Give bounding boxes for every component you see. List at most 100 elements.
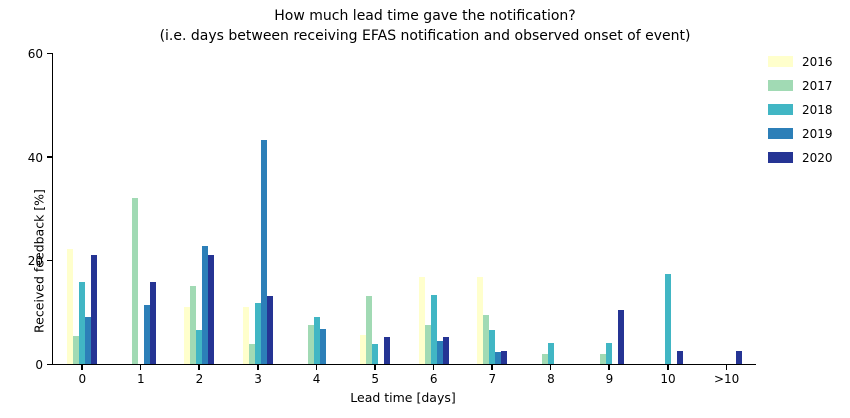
bar-2020-day-1 bbox=[149, 282, 156, 364]
bar-2018-day-3 bbox=[255, 302, 262, 364]
bar-group-4: 4 bbox=[287, 53, 346, 386]
bar-2017-day-1 bbox=[131, 197, 138, 364]
bar-group-2: 2 bbox=[170, 53, 229, 386]
legend-label-2016: 2016 bbox=[802, 54, 833, 69]
bar-2017-day-3 bbox=[249, 344, 256, 364]
x-tick-5 bbox=[374, 365, 376, 370]
bar-groups: 0 1 2 3 4 5 6 7 8 9 10 >10 bbox=[53, 53, 756, 386]
bar-2019-day-2 bbox=[202, 246, 209, 364]
y-tick-0 bbox=[47, 363, 52, 365]
x-tick-label->10: >10 bbox=[713, 372, 740, 386]
legend-label-2020: 2020 bbox=[802, 150, 833, 165]
legend-item-2020: 2020 bbox=[768, 150, 833, 165]
bar-2020-day-10 bbox=[677, 350, 684, 364]
bar-2020-day-3 bbox=[267, 295, 274, 364]
bar-group-8: 8 bbox=[522, 53, 581, 386]
bar-2019-day-6 bbox=[436, 340, 443, 364]
bar-2017-day-8 bbox=[541, 353, 548, 364]
bar-group-9: 9 bbox=[580, 53, 639, 386]
x-tick-2 bbox=[198, 365, 200, 370]
bar-2018-day-10 bbox=[665, 273, 672, 364]
bar-2016-day-6 bbox=[418, 277, 425, 364]
y-tick-label-60: 60 bbox=[27, 47, 43, 61]
bar-2019-day-3 bbox=[261, 140, 268, 364]
x-tick-8 bbox=[549, 365, 552, 370]
x-tick-label-9: 9 bbox=[605, 372, 614, 386]
x-tick-label-3: 3 bbox=[254, 372, 262, 386]
bar-2016-day-2 bbox=[184, 306, 191, 364]
bar-2018-day-8 bbox=[547, 343, 554, 364]
y-tick-label-40: 40 bbox=[27, 150, 43, 165]
legend-label-2018: 2018 bbox=[802, 102, 833, 117]
bar-2018-day-6 bbox=[430, 295, 437, 364]
chart-title-block: How much lead time gave the notification… bbox=[0, 7, 850, 46]
x-tick-label-8: 8 bbox=[547, 372, 555, 386]
bars-day-9 bbox=[594, 309, 625, 364]
bars-day-10 bbox=[653, 273, 684, 364]
bar-2017-day-2 bbox=[190, 285, 197, 364]
bars-day-4 bbox=[302, 316, 332, 364]
x-tick-label-6: 6 bbox=[429, 372, 438, 386]
bar-group-1: 1 bbox=[112, 53, 171, 386]
x-tick-6 bbox=[432, 365, 435, 370]
y-tick-40 bbox=[47, 156, 52, 158]
legend-swatch-2017 bbox=[768, 80, 793, 91]
bar-2018-day-0 bbox=[79, 281, 86, 364]
bars-day-2 bbox=[184, 246, 215, 364]
bar-2018-day-9 bbox=[606, 343, 613, 364]
legend-item-2016: 2016 bbox=[768, 54, 833, 69]
bar-group-5: 5 bbox=[346, 53, 405, 386]
bar-2019-day-4 bbox=[319, 328, 326, 364]
bar-group-10: 10 bbox=[639, 53, 698, 386]
bar-2017-day-4 bbox=[307, 325, 314, 364]
bars-day->10 bbox=[712, 350, 742, 364]
bar-2019-day-1 bbox=[143, 304, 150, 364]
bar-group-3: 3 bbox=[229, 53, 288, 386]
x-tick-9 bbox=[608, 365, 610, 370]
bar-2017-day-6 bbox=[424, 325, 431, 364]
x-tick-10 bbox=[667, 365, 669, 370]
x-tick-label-2: 2 bbox=[195, 372, 204, 386]
bar-2020-day-7 bbox=[501, 350, 508, 364]
bars-day-5 bbox=[360, 295, 391, 364]
legend-swatch-2019 bbox=[768, 128, 793, 139]
bar-2018-day-4 bbox=[313, 316, 320, 364]
legend-item-2019: 2019 bbox=[768, 126, 833, 141]
bar-2020-day-2 bbox=[208, 254, 215, 364]
bar-group-6: 6 bbox=[404, 53, 463, 386]
bar-2016-day-5 bbox=[360, 335, 367, 364]
bar-2020-day->10 bbox=[735, 350, 742, 364]
bar-2016-day-7 bbox=[477, 277, 484, 364]
bar-2018-day-7 bbox=[489, 329, 496, 364]
x-axis-label: Lead time [days] bbox=[350, 390, 456, 405]
legend-label-2019: 2019 bbox=[802, 126, 833, 141]
legend-label-2017: 2017 bbox=[802, 78, 833, 93]
legend-item-2018: 2018 bbox=[768, 102, 833, 117]
bar-2020-day-9 bbox=[618, 309, 625, 364]
bar-2017-day-9 bbox=[600, 353, 607, 364]
bars-day-3 bbox=[243, 140, 274, 364]
y-tick-label-20: 20 bbox=[27, 254, 43, 269]
x-tick-0 bbox=[81, 365, 83, 370]
bar-2018-day-2 bbox=[196, 329, 203, 364]
y-tick-label-0: 0 bbox=[35, 358, 43, 372]
x-tick-label-4: 4 bbox=[312, 372, 321, 386]
bar-2019-day-0 bbox=[85, 316, 92, 364]
bar-2018-day-5 bbox=[372, 343, 379, 364]
bars-day-7 bbox=[477, 277, 508, 364]
y-tick-60 bbox=[47, 52, 52, 54]
bar-2017-day-7 bbox=[483, 315, 490, 364]
bars-day-8 bbox=[536, 343, 566, 364]
bar-2017-day-0 bbox=[73, 335, 80, 364]
x-tick-label-7: 7 bbox=[488, 372, 497, 386]
legend-swatch-2016 bbox=[768, 56, 793, 67]
bar-group-7: 7 bbox=[463, 53, 522, 386]
bar-group->10: >10 bbox=[697, 53, 756, 386]
bar-group-0: 0 bbox=[53, 53, 112, 386]
bar-2020-day-0 bbox=[91, 254, 98, 364]
x-tick-label-0: 0 bbox=[78, 372, 87, 386]
bars-day-6 bbox=[418, 277, 449, 364]
x-tick->10 bbox=[725, 365, 728, 370]
